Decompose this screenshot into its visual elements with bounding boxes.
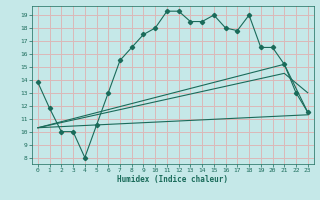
X-axis label: Humidex (Indice chaleur): Humidex (Indice chaleur): [117, 175, 228, 184]
